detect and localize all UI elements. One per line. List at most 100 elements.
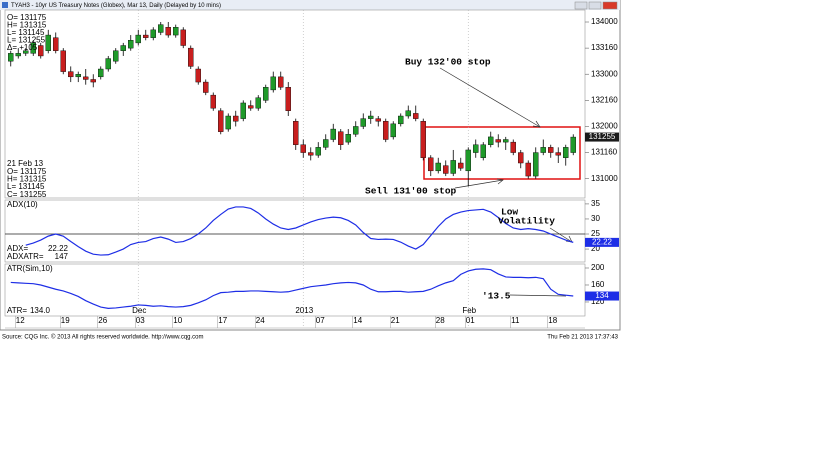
info-line: H= 131315 (7, 21, 47, 30)
candle-body (263, 87, 269, 101)
y-tick-label: 25 (591, 229, 600, 238)
close-button[interactable] (602, 1, 618, 10)
y-tick-label: 30 (591, 214, 600, 223)
x-tick-label: 14 (353, 316, 362, 325)
y-tick-label: 133000 (591, 69, 618, 78)
maximize-button[interactable] (588, 1, 602, 10)
annotation: '13.5 (482, 291, 511, 302)
panel-title: ATR(Sim,10) (7, 264, 53, 273)
x-tick-label: 01 (466, 316, 475, 325)
annotation: Volatility (498, 216, 555, 227)
info-label: ADX= (7, 244, 28, 253)
candle-body (555, 152, 561, 156)
candle-body (518, 152, 524, 164)
candle-body (563, 147, 569, 158)
candle-body (398, 115, 404, 125)
x-tick-label: 12 (16, 316, 25, 325)
y-tick-label: 20 (591, 244, 600, 253)
y-tick-label: 134000 (591, 17, 618, 26)
candle-body (443, 165, 449, 174)
candle-body (270, 76, 276, 91)
candle-body (195, 68, 201, 83)
window-icon (2, 2, 8, 8)
candle-body (420, 121, 426, 158)
x-tick-label: 21 (391, 316, 400, 325)
candle-body (540, 147, 546, 153)
candle-body (98, 68, 104, 78)
candle-body (90, 79, 96, 83)
x-tick-label: 03 (136, 316, 145, 325)
x-tick-label: 19 (61, 316, 70, 325)
candle-body (240, 102, 246, 119)
window-title: TYAH3 - 10yr US Treasury Notes (Globex),… (11, 3, 221, 9)
candle-body (120, 45, 126, 51)
candle-body (173, 27, 179, 36)
y-tick-label: 132160 (591, 95, 618, 104)
candle-body (60, 50, 66, 72)
arrow-line (439, 67, 541, 128)
x-tick-label: 26 (98, 316, 107, 325)
y-tick-label: 160 (591, 280, 605, 289)
footer-source: Source: CQG Inc. © 2013 All rights reser… (2, 334, 204, 341)
window-frame (0, 0, 621, 331)
candle-body (465, 149, 471, 172)
candle-body (480, 144, 486, 158)
candle-body (225, 115, 231, 130)
info-value: 147 (55, 252, 69, 261)
title-bar (0, 0, 620, 10)
x-tick-label: 17 (218, 316, 227, 325)
candle-body (53, 37, 59, 51)
atr-panel (4, 263, 586, 317)
candle-body (8, 53, 14, 62)
minimize-button[interactable] (574, 1, 588, 10)
indicator-line (25, 206, 574, 256)
candle-body (165, 27, 171, 36)
adx-panel (4, 199, 586, 263)
annotation-arrows (439, 67, 573, 297)
candle-body (23, 50, 29, 54)
info-line: C= 131255 (7, 190, 47, 199)
candle-body (150, 29, 156, 38)
candle-body (30, 42, 36, 54)
candle-body (128, 40, 134, 49)
candle-body (113, 50, 119, 62)
last-value-box (585, 237, 619, 247)
candle-body (413, 113, 419, 119)
candle-body (368, 115, 374, 119)
y-tick-label: 131160 (591, 148, 618, 157)
annotation: Buy 132'00 stop (405, 57, 491, 68)
x-tick-label: 28 (436, 316, 445, 325)
candle-body (135, 34, 141, 44)
arrow-line (549, 227, 573, 243)
candle-body (210, 94, 216, 109)
y-tick-label: 120 (591, 297, 605, 306)
annotation: Sell 131'00 stop (365, 186, 457, 197)
info-line: L= 131145 (7, 182, 45, 191)
y-tick-label: 35 (591, 199, 600, 208)
candle-body (473, 144, 479, 153)
candle-body (458, 162, 464, 169)
footer-timestamp: Thu Feb 21 2013 17:37:43 (547, 335, 618, 341)
info-line: O= 131175 (7, 13, 47, 22)
price-panel (4, 9, 586, 199)
period-label: Feb (462, 306, 476, 315)
candle-body (180, 29, 186, 46)
x-tick-label: 07 (316, 316, 325, 325)
candle-body (510, 141, 516, 153)
period-label: 2013 (295, 306, 313, 315)
candle-body (315, 147, 321, 156)
info-line: 21 Feb 13 (7, 159, 44, 168)
candle-body (143, 34, 149, 38)
x-tick-label: 11 (511, 316, 520, 325)
candle-body (345, 134, 351, 143)
info-line: O= 131175 (7, 167, 47, 176)
candle-body (68, 71, 74, 78)
candle-body (158, 24, 164, 33)
last-value-box (585, 291, 619, 301)
candle-body (293, 121, 299, 145)
candle-body (405, 110, 411, 117)
info-line: Δ= +105 (7, 43, 38, 52)
candle-body (390, 123, 396, 138)
info-line: L= 131255 (7, 36, 46, 45)
arrow-line (454, 179, 504, 189)
